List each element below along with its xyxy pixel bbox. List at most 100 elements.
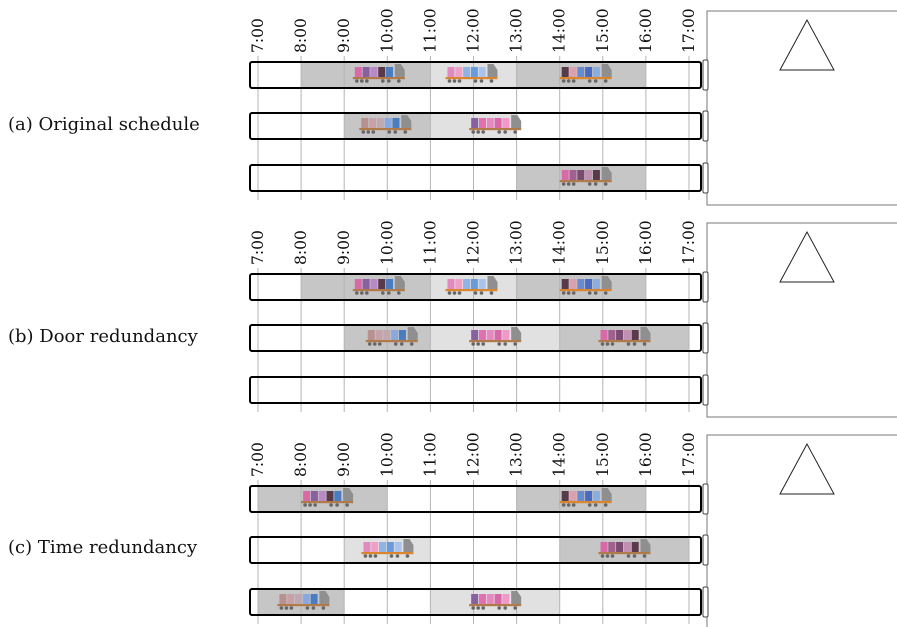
hour-tick-label: 16:00: [637, 432, 655, 477]
truck-wheel: [365, 291, 369, 295]
cargo-box: [371, 542, 379, 552]
truck-icon: [301, 488, 354, 507]
cargo-box: [310, 594, 318, 604]
truck-wheel: [371, 130, 376, 134]
truck-wheel: [503, 130, 507, 134]
cargo-box: [362, 279, 370, 289]
truck-wheel: [452, 291, 457, 295]
cargo-box: [478, 330, 486, 340]
truck-wheel: [367, 342, 372, 346]
truck-icon: [277, 591, 330, 610]
cargo-box: [354, 67, 362, 77]
dock-door-hinge: [702, 586, 709, 618]
cargo-box: [302, 594, 310, 604]
cargo-box: [631, 330, 639, 340]
truck-wheel: [610, 342, 615, 346]
truck-cab: [487, 64, 498, 77]
cargo-box: [616, 542, 624, 552]
truck-wheel: [476, 130, 480, 134]
truck-wheel: [471, 606, 475, 610]
truck-cab: [640, 539, 651, 552]
cargo-box: [392, 118, 400, 128]
truck-wheel: [360, 291, 364, 295]
truck-wheel: [457, 79, 462, 83]
truck-cab: [487, 276, 498, 289]
truck-icon: [559, 276, 612, 295]
truck-wheel: [566, 79, 571, 83]
truck-icon: [361, 539, 414, 558]
truck-icon: [359, 115, 412, 134]
cargo-box: [561, 170, 569, 180]
warehouse-building: [706, 10, 897, 206]
cargo-box: [502, 118, 510, 128]
hour-tick-label: 17:00: [680, 8, 698, 53]
truck-cab: [511, 115, 522, 128]
hour-tick-label: 9:00: [335, 18, 353, 53]
truck-wheel: [587, 182, 592, 186]
dock-door-bar: [249, 112, 702, 140]
truck-wheel: [387, 291, 391, 295]
cargo-box: [486, 330, 494, 340]
truck-wheel: [284, 606, 289, 610]
truck-chassis: [359, 128, 412, 131]
truck-wheel: [403, 130, 408, 134]
truck-wheel: [626, 554, 631, 558]
cargo-box: [585, 170, 593, 180]
truck-wheel: [365, 79, 369, 83]
truck-chassis: [352, 289, 405, 292]
cargo-box: [362, 67, 370, 77]
cargo-box: [592, 491, 600, 501]
truck-icon: [352, 64, 405, 83]
truck-wheel: [387, 79, 391, 83]
truck-wheel: [593, 291, 598, 295]
hour-tick-label: 10:00: [378, 220, 396, 265]
truck-wheel: [289, 606, 294, 610]
truck-wheel: [457, 291, 462, 295]
truck-icon: [445, 64, 498, 83]
truck-wheel: [303, 503, 307, 507]
hour-tick-label: 11:00: [421, 432, 439, 477]
cargo-box: [447, 67, 455, 77]
truck-cab: [407, 327, 418, 340]
hour-tick-label: 16:00: [637, 8, 655, 53]
cargo-box: [486, 594, 494, 604]
hour-tick-label: 10:00: [378, 8, 396, 53]
dock-door-hinge: [702, 59, 709, 91]
warning-triangle-icon: [779, 230, 835, 283]
hour-tick-label: 8:00: [292, 230, 310, 265]
cargo-box: [592, 279, 600, 289]
truck-chassis: [559, 501, 612, 504]
truck-wheel: [393, 130, 398, 134]
truck-wheel: [397, 79, 401, 83]
truck-wheel: [447, 79, 452, 83]
cargo-box: [623, 330, 631, 340]
truck-icon: [598, 327, 651, 346]
truck-chassis: [598, 552, 651, 555]
truck-wheel: [395, 554, 400, 558]
dock-door-bar: [249, 588, 702, 616]
cargo-box: [478, 67, 486, 77]
truck-wheel: [571, 503, 576, 507]
schedule-panel: 7:00 8:00 9:00 10:00 11:00 12:00 13:00 14:00 15:…: [8, 8, 897, 206]
truck-cab: [343, 488, 354, 501]
hour-tick-label: 11:00: [421, 8, 439, 53]
cargo-box: [398, 330, 406, 340]
truck-icon: [469, 591, 522, 610]
truck-cab: [601, 488, 612, 501]
truck-wheel: [605, 342, 610, 346]
truck-icon: [365, 327, 418, 346]
truck-wheel: [345, 503, 349, 507]
dock-door-hinge: [702, 483, 709, 515]
truck-icon: [559, 64, 612, 83]
cargo-box: [494, 330, 502, 340]
hour-tick-label: 12:00: [465, 220, 483, 265]
truck-wheel: [600, 342, 605, 346]
cargo-box: [592, 170, 600, 180]
hour-tick-label: 11:00: [421, 220, 439, 265]
panel-label: (b) Door redundancy: [8, 326, 199, 347]
cargo-box: [577, 491, 585, 501]
truck-wheel: [360, 79, 364, 83]
truck-wheel: [642, 342, 647, 346]
truck-wheel: [377, 342, 382, 346]
hour-tick-label: 12:00: [465, 8, 483, 53]
